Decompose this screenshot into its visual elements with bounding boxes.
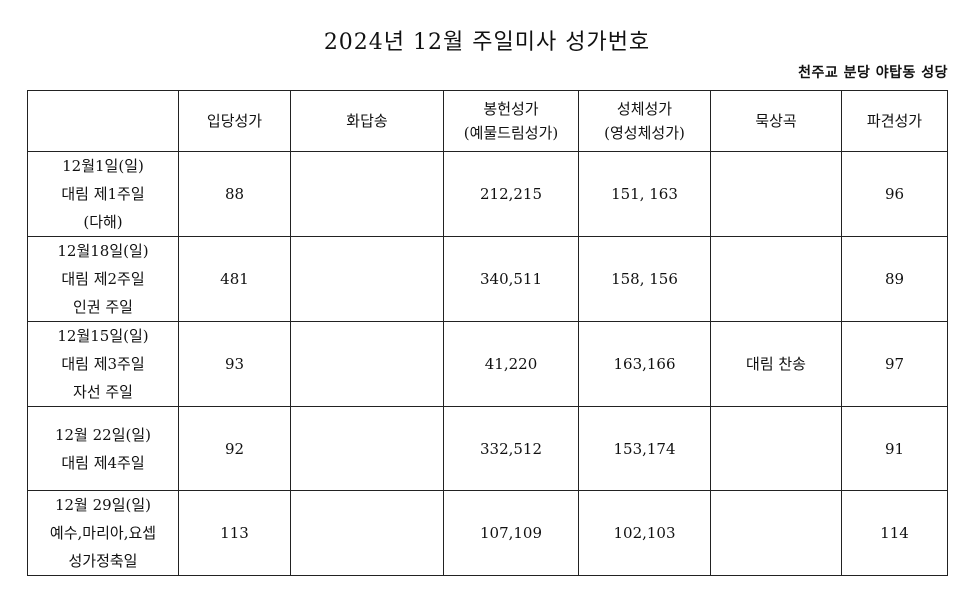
- table-row: 12월15일(일) 대림 제3주일 자선 주일 93 41,220 163,16…: [27, 321, 948, 407]
- offertory-cell: 41,220: [443, 321, 579, 407]
- offertory-cell: 107,109: [443, 490, 579, 576]
- header-entrance-hymn: 입당성가: [178, 90, 291, 152]
- meditation-cell: [710, 490, 842, 576]
- date-line: 자선 주일: [73, 383, 133, 401]
- header-meditation-label: 묵상곡: [755, 112, 797, 130]
- date-cell: 12월 29일(일) 예수,마리아,요셉 성가정축일: [27, 490, 179, 576]
- communion-cell: 158, 156: [578, 236, 711, 322]
- header-offertory-hymn: 봉헌성가 (예물드림성가): [443, 90, 579, 152]
- psalm-cell: [290, 490, 444, 576]
- recessional-cell: 96: [841, 151, 948, 237]
- header-entrance-label: 입당성가: [206, 112, 263, 130]
- header-row: 입당성가 화답송 봉헌성가 (예물드림성가) 성체성가 (영성체성가) 묵상곡 …: [27, 90, 948, 152]
- entrance-cell: 88: [178, 151, 291, 237]
- psalm-cell: [290, 151, 444, 237]
- header-communion-hymn: 성체성가 (영성체성가): [578, 90, 711, 152]
- meditation-cell: 대림 찬송: [710, 321, 842, 407]
- offertory-cell: 212,215: [443, 151, 579, 237]
- offertory-cell: 332,512: [443, 406, 579, 491]
- date-line: 대림 제3주일: [61, 355, 145, 373]
- date-line: 대림 제1주일: [61, 185, 145, 203]
- date-cell: 12월18일(일) 대림 제2주일 인권 주일: [27, 236, 179, 322]
- table-row: 12월1일(일) 대림 제1주일 (다해) 88 212,215 151, 16…: [27, 151, 948, 237]
- header-recessional-hymn: 파견성가: [841, 90, 948, 152]
- date-line: 12월 22일(일): [54, 425, 152, 444]
- communion-cell: 153,174: [578, 406, 711, 491]
- recessional-cell: 97: [841, 321, 948, 407]
- communion-cell: 151, 163: [578, 151, 711, 237]
- date-line: 12월15일(일): [57, 327, 149, 345]
- date-cell: 12월 22일(일) 대림 제4주일: [27, 406, 179, 491]
- header-psalm-label: 화답송: [346, 112, 388, 130]
- date-line: 12월 29일(일): [54, 496, 152, 514]
- header-offertory-label: 봉헌성가: [483, 100, 539, 118]
- recessional-cell: 91: [841, 406, 948, 491]
- date-line: 성가정축일: [68, 552, 138, 570]
- header-date: [27, 90, 179, 152]
- meditation-cell: [710, 151, 842, 237]
- table-row: 12월18일(일) 대림 제2주일 인권 주일 481 340,511 158,…: [27, 236, 948, 322]
- date-line: 대림 제2주일: [61, 270, 145, 288]
- date-cell: 12월1일(일) 대림 제1주일 (다해): [27, 151, 179, 237]
- page-title: 2024년 12월 주일미사 성가번호: [323, 30, 651, 55]
- offertory-cell: 340,511: [443, 236, 579, 322]
- meditation-cell: [710, 236, 842, 322]
- psalm-cell: [290, 321, 444, 407]
- entrance-cell: 481: [178, 236, 291, 322]
- table-row: 12월 22일(일) 대림 제4주일 92 332,512 153,174 91: [27, 406, 948, 491]
- header-communion-label: 성체성가: [616, 100, 673, 118]
- date-line: 예수,마리아,요셉: [49, 524, 157, 542]
- hymn-schedule-table: 입당성가 화답송 봉헌성가 (예물드림성가) 성체성가 (영성체성가) 묵상곡 …: [27, 90, 948, 576]
- psalm-cell: [290, 236, 444, 322]
- organization-name: 천주교 분당 야탑동 성당: [798, 65, 948, 81]
- date-cell: 12월15일(일) 대림 제3주일 자선 주일: [27, 321, 179, 407]
- meditation-cell: [710, 406, 842, 491]
- recessional-cell: 89: [841, 236, 948, 322]
- psalm-cell: [290, 406, 444, 491]
- header-responsorial-psalm: 화답송: [290, 90, 444, 152]
- date-line: 12월18일(일): [57, 242, 149, 260]
- communion-cell: 163,166: [578, 321, 711, 407]
- header-recessional-label: 파견성가: [866, 112, 923, 130]
- header-meditation: 묵상곡: [710, 90, 842, 152]
- date-line: 대림 제4주일: [61, 453, 145, 472]
- communion-cell: 102,103: [578, 490, 711, 576]
- entrance-cell: 92: [178, 406, 291, 491]
- header-offertory-sublabel: (예물드림성가): [463, 124, 559, 142]
- header-communion-sublabel: (영성체성가): [604, 124, 685, 142]
- date-line: 12월1일(일): [62, 157, 144, 175]
- date-line: 인권 주일: [73, 298, 133, 316]
- date-line: (다해): [83, 213, 123, 231]
- recessional-cell: 114: [841, 490, 948, 576]
- table-row: 12월 29일(일) 예수,마리아,요셉 성가정축일 113 107,109 1…: [27, 490, 948, 576]
- entrance-cell: 93: [178, 321, 291, 407]
- entrance-cell: 113: [178, 490, 291, 576]
